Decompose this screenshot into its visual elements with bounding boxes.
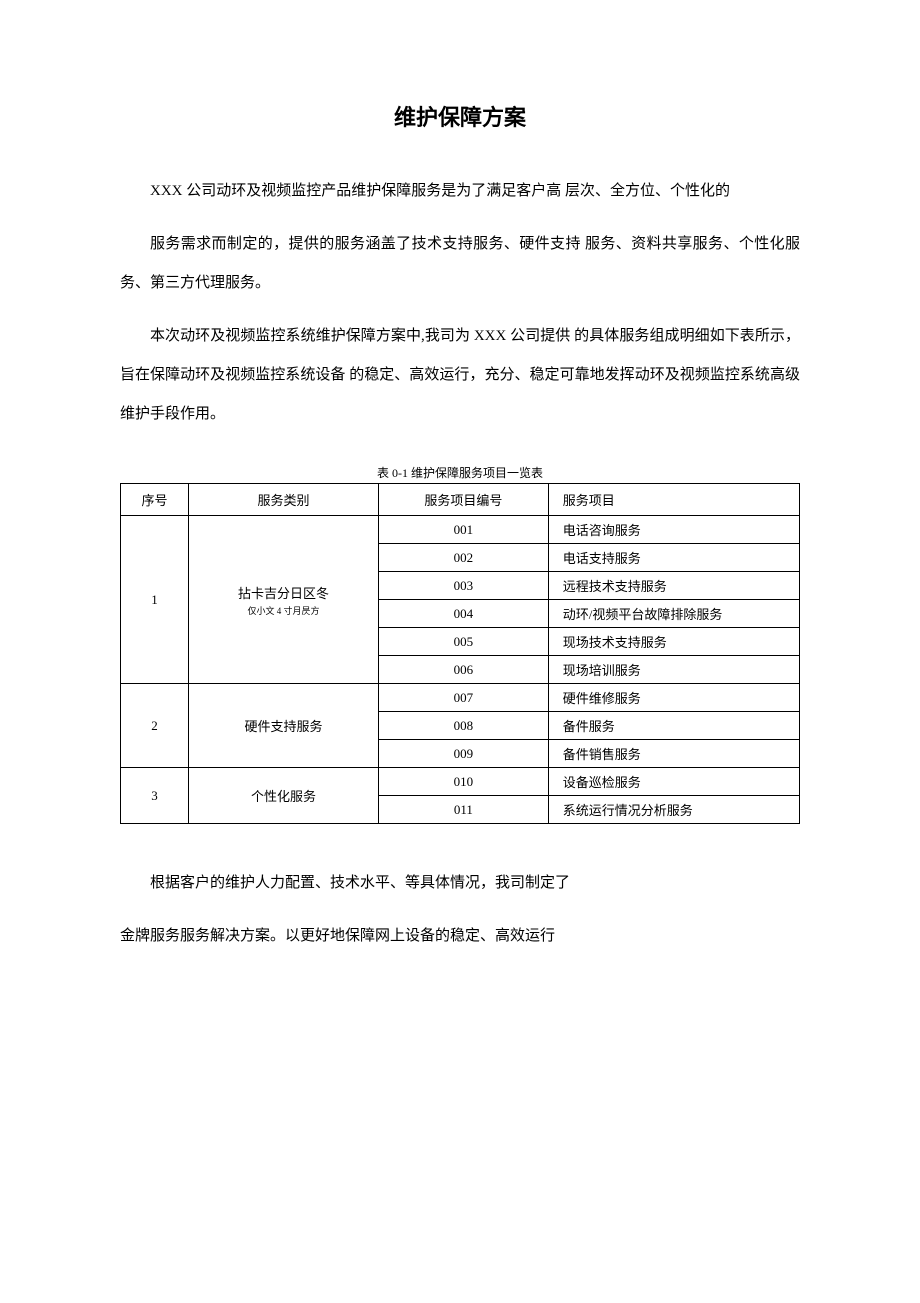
item-cell: 电话咨询服务 — [548, 516, 799, 544]
table-row: 1 拈卡吉分日区冬 仅小文 4 寸月昃方 001 电话咨询服务 — [121, 516, 800, 544]
code-cell: 003 — [379, 572, 549, 600]
item-cell: 现场技术支持服务 — [548, 628, 799, 656]
code-cell: 007 — [379, 684, 549, 712]
header-item: 服务项目 — [548, 484, 799, 516]
table-caption: 表 0-1 维护保障服务项目一览表 — [120, 464, 800, 481]
category-cell: 拈卡吉分日区冬 仅小文 4 寸月昃方 — [188, 516, 378, 684]
header-category: 服务类别 — [188, 484, 378, 516]
paragraph-1: XXX 公司动环及视频监控产品维护保障服务是为了满足客户高 层次、全方位、个性化… — [120, 172, 800, 211]
code-cell: 009 — [379, 740, 549, 768]
category-main: 拈卡吉分日区冬 — [238, 586, 329, 601]
item-cell: 电话支持服务 — [548, 544, 799, 572]
code-cell: 002 — [379, 544, 549, 572]
item-cell: 备件销售服务 — [548, 740, 799, 768]
item-cell: 备件服务 — [548, 712, 799, 740]
document-title: 维护保障方案 — [120, 100, 800, 132]
header-seq: 序号 — [121, 484, 189, 516]
category-cell: 个性化服务 — [188, 768, 378, 824]
code-cell: 001 — [379, 516, 549, 544]
header-code: 服务项目编号 — [379, 484, 549, 516]
item-cell: 远程技术支持服务 — [548, 572, 799, 600]
code-cell: 008 — [379, 712, 549, 740]
table-row: 2 硬件支持服务 007 硬件维修服务 — [121, 684, 800, 712]
seq-cell: 3 — [121, 768, 189, 824]
category-cell: 硬件支持服务 — [188, 684, 378, 768]
seq-cell: 1 — [121, 516, 189, 684]
service-table: 序号 服务类别 服务项目编号 服务项目 1 拈卡吉分日区冬 仅小文 4 寸月昃方… — [120, 483, 800, 824]
paragraph-2: 服务需求而制定的，提供的服务涵盖了技术支持服务、硬件支持 服务、资料共享服务、个… — [120, 225, 800, 303]
item-cell: 现场培训服务 — [548, 656, 799, 684]
paragraph-5: 金牌服务服务解决方案。以更好地保障网上设备的稳定、高效运行 — [120, 917, 800, 956]
paragraph-4: 根据客户的维护人力配置、技术水平、等具体情况，我司制定了 — [120, 864, 800, 903]
item-cell: 硬件维修服务 — [548, 684, 799, 712]
item-cell: 系统运行情况分析服务 — [548, 796, 799, 824]
code-cell: 005 — [379, 628, 549, 656]
category-sub: 仅小文 4 寸月昃方 — [199, 604, 368, 617]
seq-cell: 2 — [121, 684, 189, 768]
code-cell: 004 — [379, 600, 549, 628]
paragraph-3: 本次动环及视频监控系统维护保障方案中,我司为 XXX 公司提供 的具体服务组成明… — [120, 317, 800, 434]
code-cell: 010 — [379, 768, 549, 796]
table-header-row: 序号 服务类别 服务项目编号 服务项目 — [121, 484, 800, 516]
item-cell: 设备巡检服务 — [548, 768, 799, 796]
code-cell: 011 — [379, 796, 549, 824]
code-cell: 006 — [379, 656, 549, 684]
item-cell: 动环/视频平台故障排除服务 — [548, 600, 799, 628]
table-row: 3 个性化服务 010 设备巡检服务 — [121, 768, 800, 796]
